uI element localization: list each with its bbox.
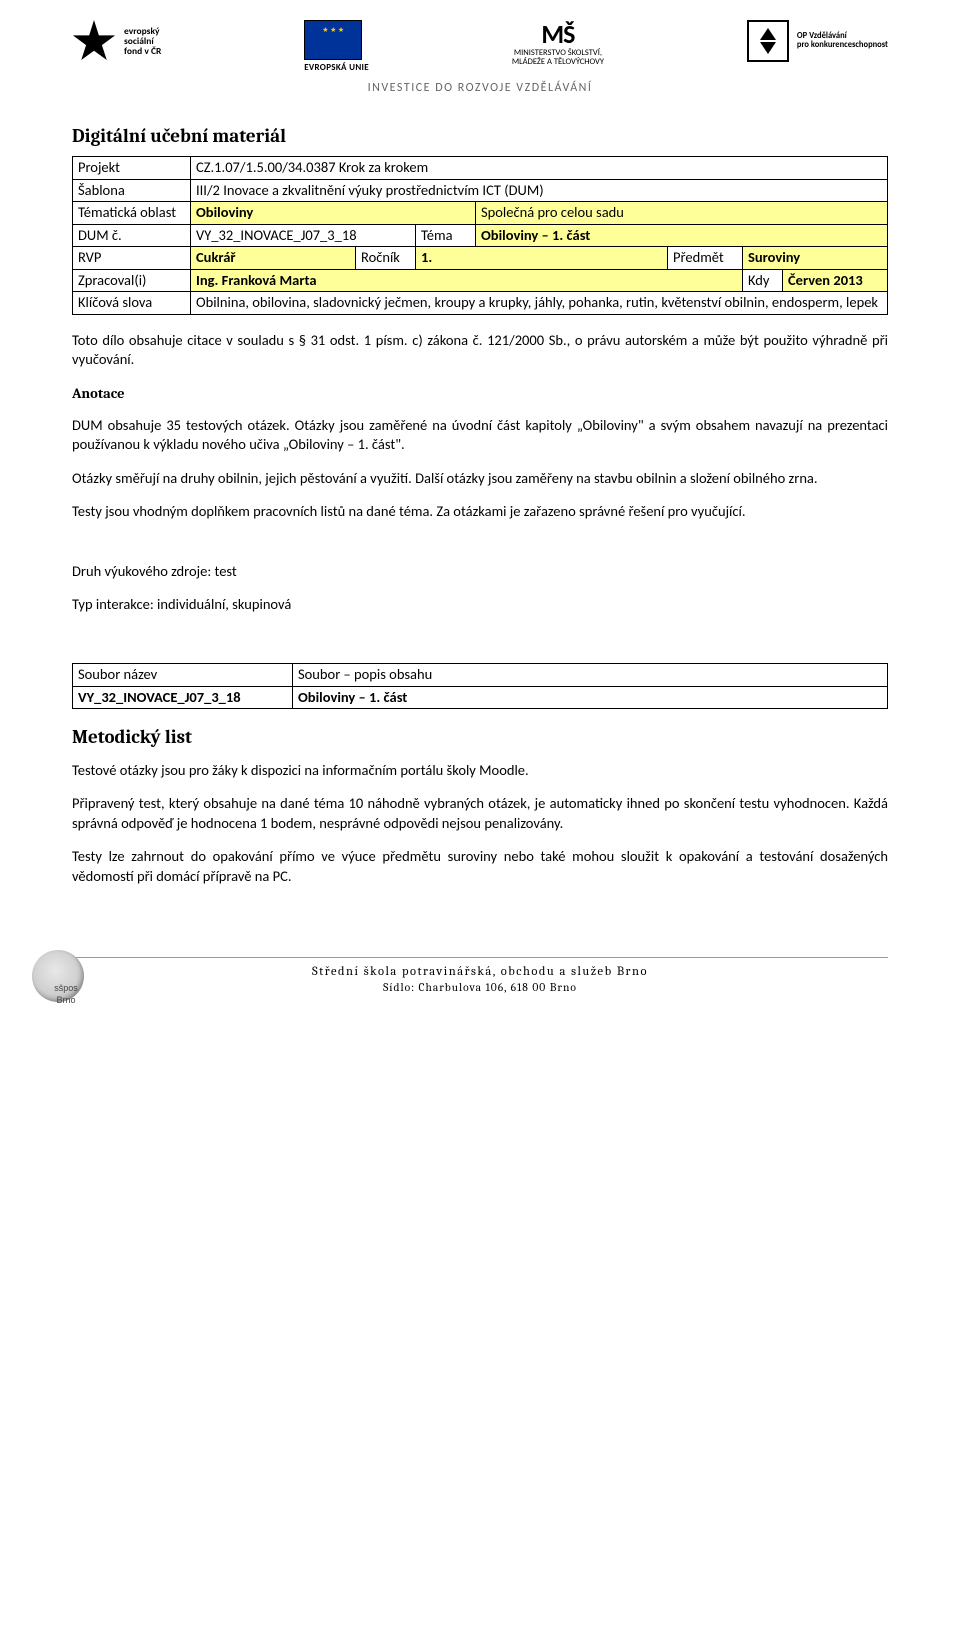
citation-text: Toto dílo obsahuje citace v souladu s § …	[72, 331, 888, 370]
anotace-heading: Anotace	[72, 384, 888, 404]
esf-text: evropský sociální fond v ČR	[124, 27, 161, 57]
meta-label: RVP	[73, 247, 191, 270]
meta-label: Předmět	[668, 247, 743, 270]
table-row: RVP Cukrář Ročník 1. Předmět Suroviny	[73, 247, 888, 270]
table-row: Projekt CZ.1.07/1.5.00/34.0387 Krok za k…	[73, 156, 888, 179]
anotace-paragraph: Testy jsou vhodným doplňkem pracovních l…	[72, 502, 888, 522]
table-row: Soubor název Soubor – popis obsahu	[73, 663, 888, 686]
meta-label: Ročník	[356, 247, 416, 270]
footer-address: Sídlo: Charbulova 106, 618 00 Brno	[72, 980, 888, 996]
opvk-text: OP Vzdělávání pro konkurenceschopnost	[797, 32, 888, 51]
meta-value-highlight: Obiloviny – 1. část	[476, 224, 888, 247]
esf-star-icon	[72, 20, 116, 64]
file-header: Soubor název	[73, 663, 293, 686]
meta-label: Tématická oblast	[73, 202, 191, 225]
msmt-logo: MŠ MINISTERSTVO ŠKOLSTVÍ, MLÁDEŽE A TĚLO…	[512, 20, 604, 67]
eu-flag-icon	[304, 20, 362, 60]
method-paragraph: Připravený test, který obsahuje na dané …	[72, 794, 888, 833]
meta-value-highlight: Suroviny	[743, 247, 888, 270]
footer-school-name: Střední škola potravinářská, obchodu a s…	[72, 964, 888, 981]
meta-value: VY_32_INOVACE_J07_3_18	[191, 224, 416, 247]
anotace-paragraph: DUM obsahuje 35 testových otázek. Otázky…	[72, 416, 888, 455]
table-row: Zpracoval(i) Ing. Franková Marta Kdy Čer…	[73, 269, 888, 292]
meta-label: Kdy	[743, 269, 783, 292]
meta-label: Projekt	[73, 156, 191, 179]
table-row: Šablona III/2 Inovace a zkvalitnění výuk…	[73, 179, 888, 202]
esf-line: fond v ČR	[124, 47, 161, 57]
table-row: DUM č. VY_32_INOVACE_J07_3_18 Téma Obilo…	[73, 224, 888, 247]
meta-label: Šablona	[73, 179, 191, 202]
meta-label: Téma	[416, 224, 476, 247]
resource-type: Druh výukového zdroje: test	[72, 562, 888, 582]
page-title: Digitální učební materiál	[72, 124, 888, 150]
table-row: VY_32_INOVACE_J07_3_18 Obiloviny – 1. čá…	[73, 686, 888, 709]
meta-value: CZ.1.07/1.5.00/34.0387 Krok za krokem	[191, 156, 888, 179]
meta-value-highlight: Cukrář	[191, 247, 356, 270]
school-logo-icon: sšpos Brno	[32, 950, 84, 1002]
esf-logo: evropský sociální fond v ČR	[72, 20, 161, 64]
anotace-paragraph: Otázky směřují na druhy obilnin, jejich …	[72, 469, 888, 489]
meta-value: Obilnina, obilovina, sladovnický ječmen,…	[191, 292, 888, 315]
opvk-line: pro konkurenceschopnost	[797, 41, 888, 50]
msmt-big: MŠ	[512, 20, 604, 49]
header-logos: evropský sociální fond v ČR EVROPSKÁ UNI…	[72, 20, 888, 74]
meta-value-highlight: 1.	[416, 247, 668, 270]
interaction-type: Typ interakce: individuální, skupinová	[72, 595, 888, 615]
opvk-logo: OP Vzdělávání pro konkurenceschopnost	[747, 20, 888, 62]
page-footer: sšpos Brno Střední škola potravinářská, …	[72, 957, 888, 996]
meta-value: III/2 Inovace a zkvalitnění výuky prostř…	[191, 179, 888, 202]
method-heading: Metodický list	[72, 725, 888, 751]
metadata-table: Projekt CZ.1.07/1.5.00/34.0387 Krok za k…	[72, 156, 888, 315]
meta-label: Zpracoval(i)	[73, 269, 191, 292]
msmt-line: MLÁDEŽE A TĚLOVÝCHOVY	[512, 58, 604, 67]
method-paragraph: Testy lze zahrnout do opakování přímo ve…	[72, 847, 888, 886]
eu-logo: EVROPSKÁ UNIE	[304, 20, 369, 74]
meta-value-highlight: Červen 2013	[783, 269, 888, 292]
school-logo-label: sšpos Brno	[48, 982, 84, 1006]
file-table: Soubor název Soubor – popis obsahu VY_32…	[72, 663, 888, 709]
file-cell: Obiloviny – 1. část	[293, 686, 888, 709]
file-cell: VY_32_INOVACE_J07_3_18	[73, 686, 293, 709]
meta-label: Klíčová slova	[73, 292, 191, 315]
opvk-icon	[747, 20, 789, 62]
method-paragraph: Testové otázky jsou pro žáky k dispozici…	[72, 761, 888, 781]
eu-label: EVROPSKÁ UNIE	[304, 62, 369, 74]
meta-label: DUM č.	[73, 224, 191, 247]
meta-value-highlight: Společná pro celou sadu	[476, 202, 888, 225]
meta-value-highlight: Ing. Franková Marta	[191, 269, 743, 292]
table-row: Tématická oblast Obiloviny Společná pro …	[73, 202, 888, 225]
file-header: Soubor – popis obsahu	[293, 663, 888, 686]
invest-tagline: INVESTICE DO ROZVOJE VZDĚLÁVÁNÍ	[72, 80, 888, 96]
meta-value-highlight: Obiloviny	[191, 202, 476, 225]
table-row: Klíčová slova Obilnina, obilovina, slado…	[73, 292, 888, 315]
